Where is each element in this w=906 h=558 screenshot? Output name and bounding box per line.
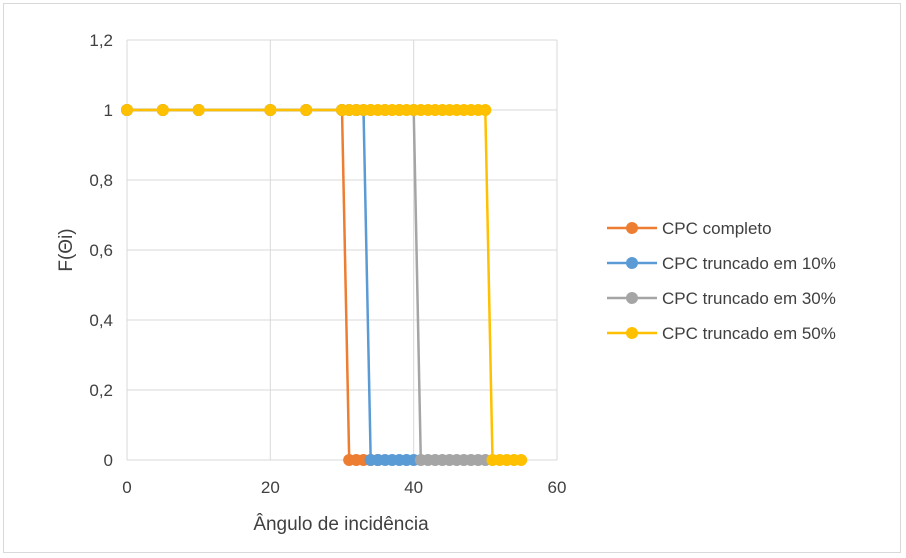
data-point (192, 104, 205, 116)
series-line (127, 108, 378, 462)
data-point (300, 104, 313, 116)
gridlines (126, 39, 558, 461)
data-point (156, 104, 169, 116)
y-axis-title: F(Θi) (56, 228, 77, 271)
y-tick-labels: 0 0,2 0,4 0,6 0,8 1 1,2 (89, 31, 113, 470)
y-tick-label: 1,2 (89, 31, 113, 50)
legend-item: CPC completo (607, 219, 772, 238)
y-tick-label: 0,2 (89, 381, 113, 400)
x-tick-label: 20 (261, 478, 280, 497)
y-tick-label: 0 (104, 451, 113, 470)
series-layer (121, 104, 528, 466)
legend-item: CPC truncado em 50% (607, 324, 836, 343)
y-tick-label: 0,6 (89, 241, 113, 260)
x-tick-labels: 0 20 40 60 (122, 478, 566, 497)
data-point (515, 454, 528, 466)
series-1 (121, 104, 384, 466)
series-line (127, 108, 522, 462)
data-point (264, 104, 277, 116)
legend-marker (626, 327, 638, 339)
legend-marker (626, 257, 638, 269)
legend-marker (626, 222, 638, 234)
legend-label: CPC truncado em 50% (662, 324, 836, 343)
legend-marker (626, 292, 638, 304)
x-tick-label: 0 (122, 478, 131, 497)
x-axis-title: Ângulo de incidência (253, 513, 429, 535)
series-3 (121, 104, 492, 466)
data-point (479, 104, 492, 116)
y-tick-label: 0,4 (89, 311, 113, 330)
data-point (121, 104, 133, 116)
legend-label: CPC truncado em 10% (662, 254, 836, 273)
y-tick-label: 1 (104, 101, 113, 120)
series-4 (121, 104, 528, 466)
legend-label: CPC truncado em 30% (662, 289, 836, 308)
legend: CPC completo CPC truncado em 10% CPC trunc… (607, 219, 836, 343)
x-tick-label: 40 (404, 478, 423, 497)
x-tick-label: 60 (548, 478, 567, 497)
legend-item: CPC truncado em 30% (607, 289, 836, 308)
series-line (127, 108, 486, 462)
legend-item: CPC truncado em 10% (607, 254, 836, 273)
y-tick-label: 0,8 (89, 171, 113, 190)
legend-label: CPC completo (662, 219, 772, 238)
